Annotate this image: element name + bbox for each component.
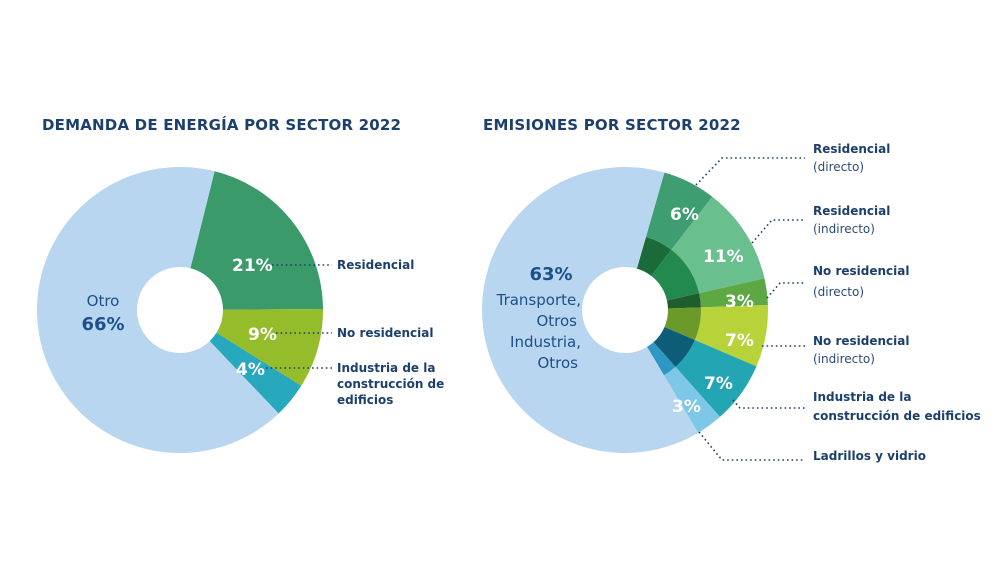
slice-otro [37, 166, 279, 454]
legend-label-no-residencial: No residencial [337, 326, 434, 340]
leader-line-nores-directo [766, 282, 805, 299]
slice-label-ladrillos-pct: 3% [672, 397, 701, 417]
slice-industria-de-la-construccion-de-edificios [675, 339, 757, 417]
slice-label-no-residencial-pct: 9% [248, 325, 277, 345]
slice-label-industria-pct: 4% [236, 360, 265, 380]
energy-demand-labels: 21% 9% 4% Otro 66% Residencial No reside… [81, 256, 444, 407]
leader-line-industria [732, 399, 805, 409]
chart-title-emissions: EMISIONES POR SECTOR 2022 [483, 116, 741, 134]
slice-residencial-directo [645, 172, 713, 250]
leader-line-res-directo [695, 157, 805, 186]
legend-label-industria-line1: Industria de la [813, 390, 911, 404]
legend-label-nores-directo: No residencial [813, 264, 910, 278]
legend-sublabel-nores-indirecto: (indirecto) [813, 352, 875, 366]
emissions-donut [481, 167, 768, 453]
slice-label-otros-pct: 63% [529, 264, 572, 285]
slice-label-otros-line1: Transporte, [496, 291, 581, 309]
slice-no-residencial-directo [699, 278, 768, 308]
legend-label-industria-line2: construcción de [337, 377, 444, 391]
legend-label-nores-indirecto: No residencial [813, 334, 910, 348]
energy-demand-donut [37, 166, 323, 454]
slice-residencial-indirecto [671, 196, 765, 294]
slice-residencial-directo-inner [636, 236, 672, 276]
leader-line-ladrillos [698, 431, 805, 461]
legend-label-ladrillos: Ladrillos y vidrio [813, 449, 926, 463]
legend-label-industria-line3: edificios [337, 393, 393, 407]
slice-industria-de-la-construccion-de-edificios-inner [653, 326, 695, 367]
slice-label-otros-line3: Industria, [510, 333, 581, 351]
slice-label-residencial-pct: 21% [232, 256, 273, 276]
emissions-labels: 6% 11% 3% 7% 7% 3% 63% Transporte, Otros… [496, 142, 981, 463]
slice-residencial [190, 171, 323, 310]
slice-residencial-indirecto-inner [651, 249, 700, 301]
slice-label-nores-indirecto-pct: 7% [725, 331, 754, 351]
legend-sublabel-nores-directo: (directo) [813, 285, 864, 299]
slice-label-otros-line4: Otros [537, 354, 578, 372]
leader-line-res-indirecto [751, 219, 805, 244]
slice-label-otro-name: Otro [87, 292, 120, 310]
legend-sublabel-res-indirecto: (indirecto) [813, 222, 875, 236]
slice-industria-de-la-construccion-de-edificios [209, 332, 302, 414]
slice-label-industria-pct: 7% [704, 374, 733, 394]
slice-label-otros-line2: Otros [536, 312, 577, 330]
slice-label-res-indirecto-pct: 11% [703, 247, 744, 267]
slice-no-residencial [216, 309, 323, 386]
slice-ladrillos-y-vidrio [663, 366, 720, 433]
slice-no-residencial-indirecto-inner [664, 307, 701, 340]
slice-transporte-otros-industria-otros [481, 167, 699, 453]
slice-label-res-directo-pct: 6% [670, 205, 699, 225]
chart-title-energy-demand: DEMANDA DE ENERGÍA POR SECTOR 2022 [42, 116, 402, 134]
legend-sublabel-res-directo: (directo) [813, 160, 864, 174]
slice-ladrillos-y-vidrio-inner [647, 342, 676, 376]
legend-label-res-directo: Residencial [813, 142, 890, 156]
legend-label-industria-line2: construcción de edificios [813, 409, 981, 423]
legend-label-industria-line1: Industria de la [337, 361, 435, 375]
legend-label-residencial: Residencial [337, 258, 414, 272]
slice-no-residencial-indirecto [694, 305, 768, 367]
slice-label-otro-pct: 66% [81, 314, 124, 335]
slice-no-residencial-directo-inner [666, 293, 701, 309]
legend-label-res-indirecto: Residencial [813, 204, 890, 218]
slice-label-nores-directo-pct: 3% [725, 292, 754, 312]
